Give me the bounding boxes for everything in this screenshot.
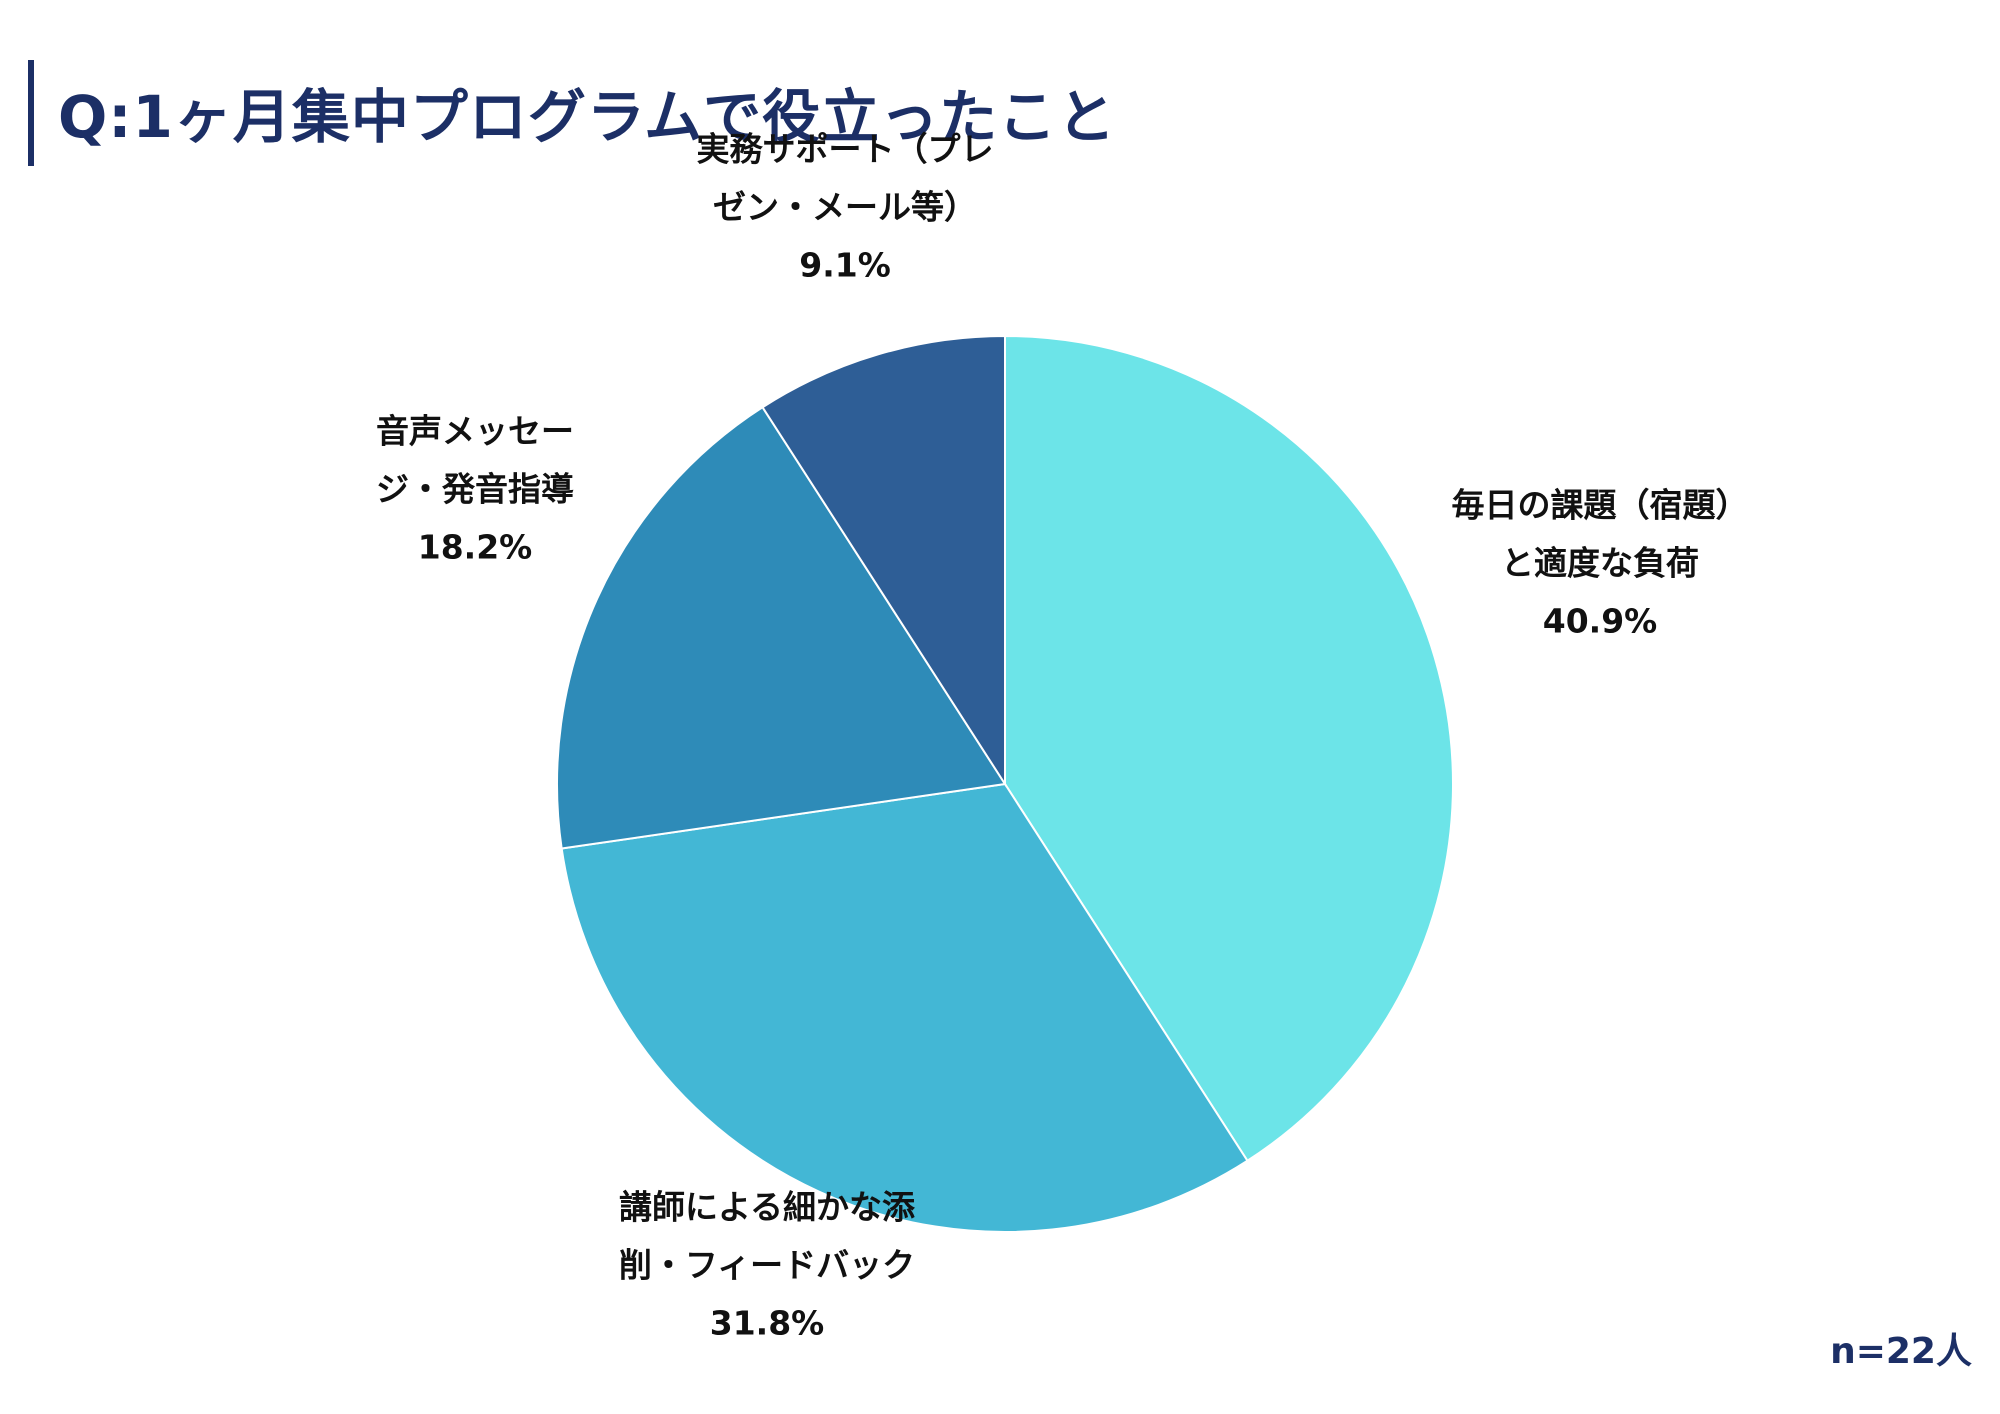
title-accent-bar xyxy=(28,60,34,166)
pie-slice-0 xyxy=(1004,334,1454,1163)
slice-percent-label-1: 31.8% xyxy=(710,1304,825,1343)
slice-label-0-line-0: 毎日の課題（宿題） xyxy=(1452,486,1749,525)
slice-label-2-line-1: ジ・発音指導 xyxy=(376,470,574,509)
slice-percent-label-3: 9.1% xyxy=(799,246,891,285)
sample-size-label: n=22人 xyxy=(1830,1331,1972,1372)
slice-label-3-line-1: ゼン・メール等） xyxy=(713,188,977,227)
pie-slice-3 xyxy=(761,334,1006,788)
slice-percent-label-0: 40.9% xyxy=(1543,602,1658,641)
slice-percent-label-2: 18.2% xyxy=(418,528,533,567)
pie-slice-1 xyxy=(560,782,1249,1233)
slice-label-0-line-1: と適度な負荷 xyxy=(1501,544,1699,583)
slice-label-1-line-0: 講師による細かな添 xyxy=(619,1188,916,1227)
slice-label-1-line-1: 削・フィードバック xyxy=(619,1246,915,1285)
chart-title: Q:1ヶ月集中プログラムで役立ったこと xyxy=(58,83,1117,151)
slice-label-3-line-0: 実務サポート（プレ xyxy=(697,130,994,169)
pie-slice-2 xyxy=(556,405,1007,850)
slice-label-2-line-0: 音声メッセー xyxy=(376,412,574,451)
